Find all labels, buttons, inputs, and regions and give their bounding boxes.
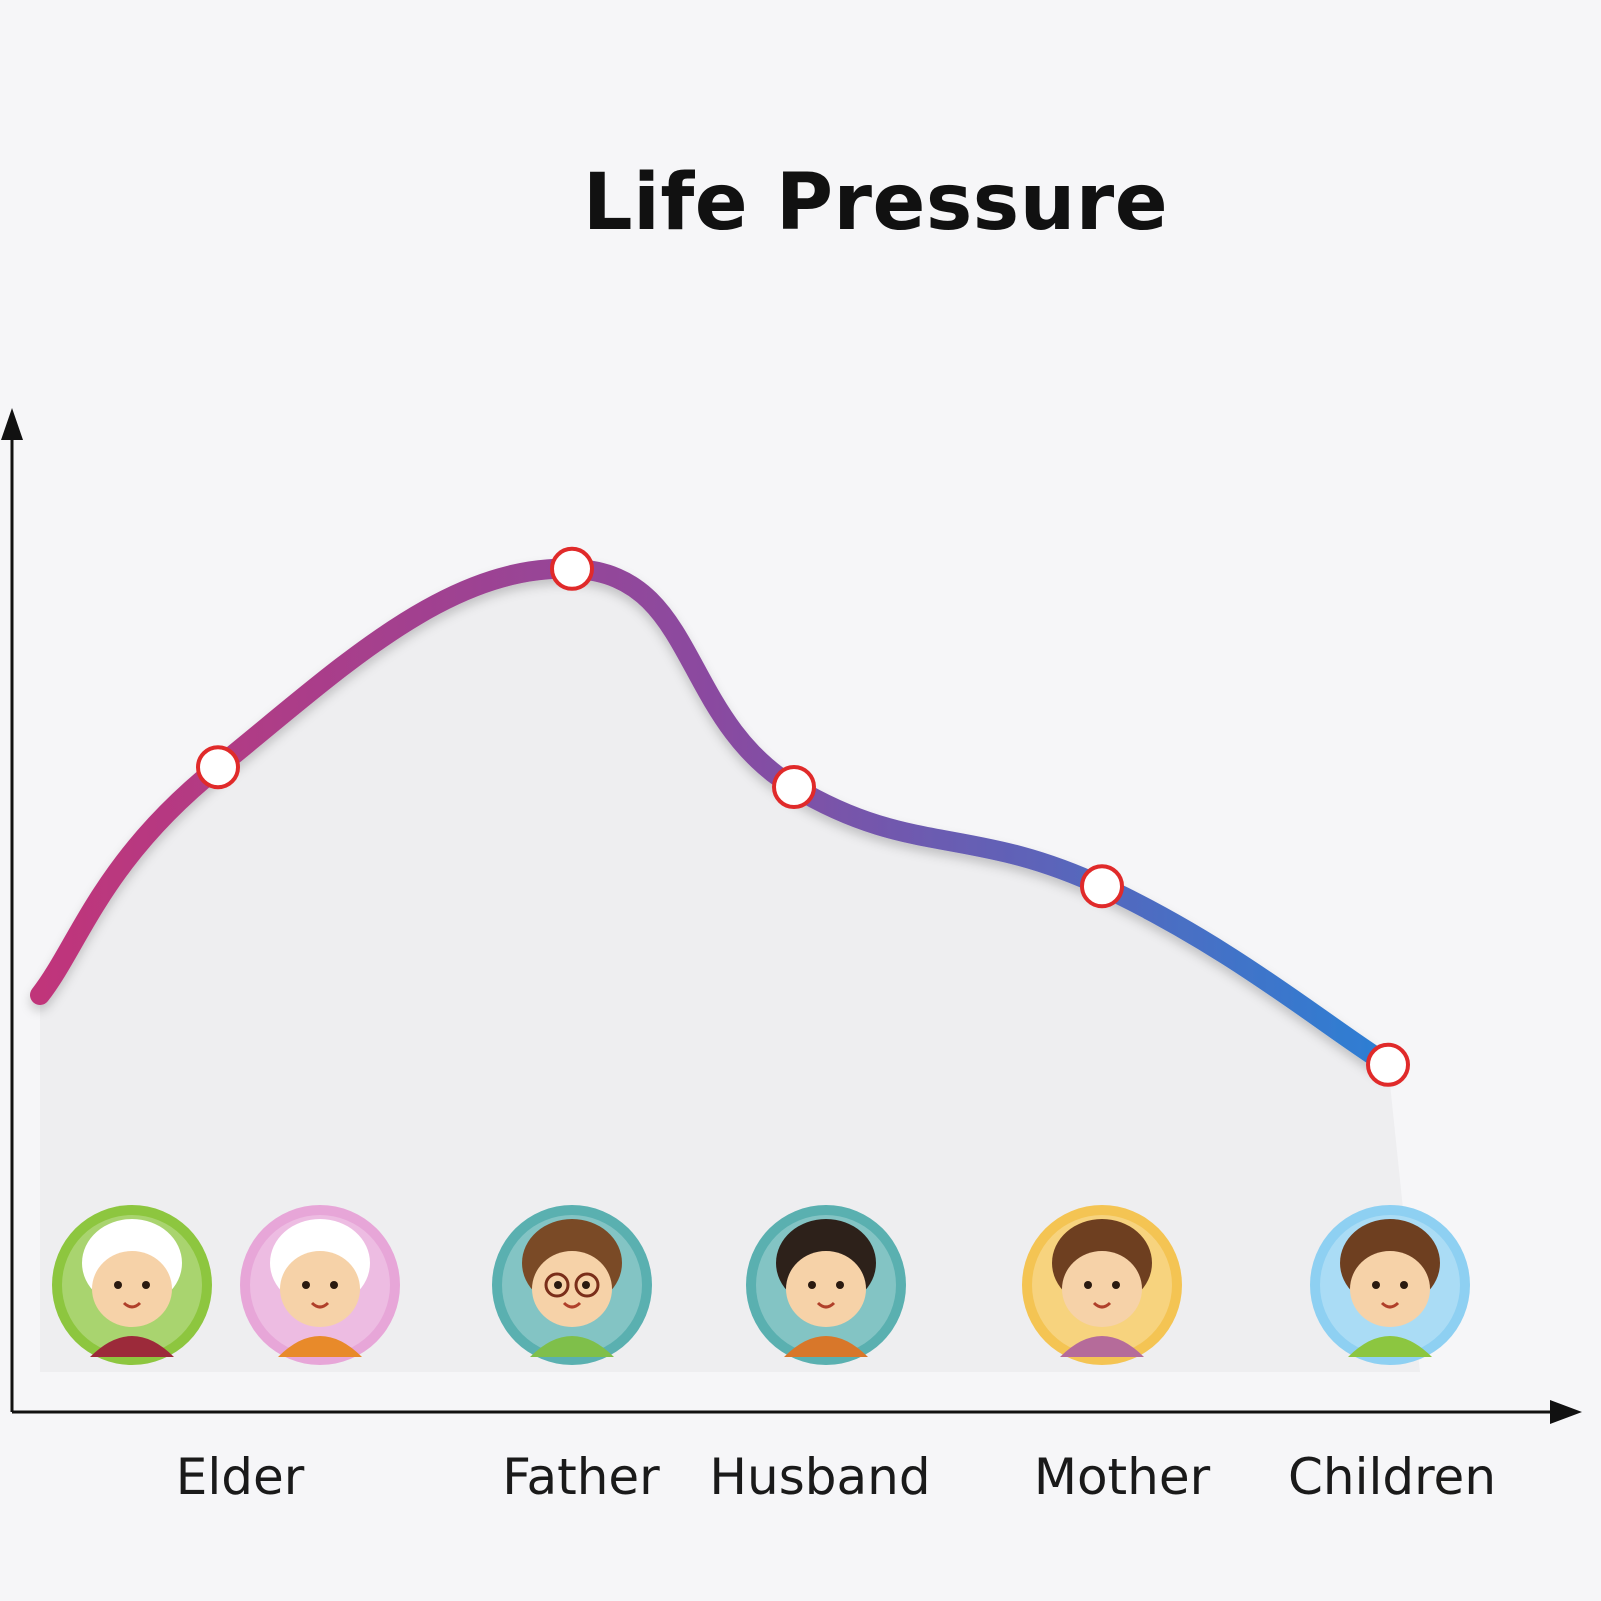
x-tick-label-father: Father <box>502 1448 660 1506</box>
father-avatar-icon <box>492 1205 652 1365</box>
data-point-mother <box>1080 864 1124 909</box>
grandfather-avatar-icon <box>52 1205 212 1365</box>
mother-avatar-icon <box>1022 1205 1182 1365</box>
area-fill <box>40 568 1420 1372</box>
data-point-father <box>550 546 594 591</box>
data-point-husband <box>772 765 816 810</box>
grandmother-avatar-icon <box>240 1205 400 1365</box>
markers-group <box>196 546 1410 1087</box>
x-tick-label-elder: Elder <box>175 1448 305 1506</box>
x-tick-label-children: Children <box>1287 1448 1497 1506</box>
x-axis-arrow-icon <box>1550 1400 1582 1424</box>
series-line <box>30 558 1398 1075</box>
avatars-group <box>52 1205 1470 1365</box>
chart-title: Life Pressure <box>582 158 1169 248</box>
x-tick-label-husband: Husband <box>709 1448 931 1506</box>
y-axis-arrow-icon <box>1 408 23 440</box>
husband-avatar-icon <box>746 1205 906 1365</box>
child-avatar-icon <box>1310 1205 1470 1365</box>
data-point-elder <box>196 745 240 790</box>
x-tick-label-mother: Mother <box>1033 1448 1211 1506</box>
data-point-children <box>1366 1042 1410 1087</box>
